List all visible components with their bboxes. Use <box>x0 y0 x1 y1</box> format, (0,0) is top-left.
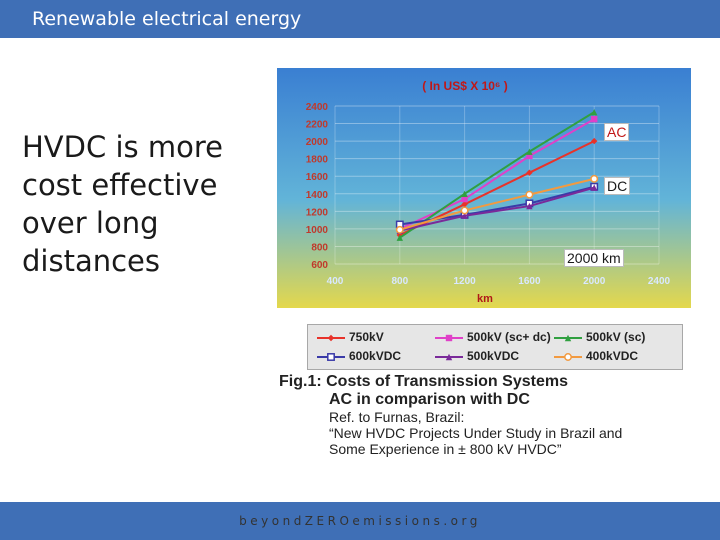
x-tick-label: 400 <box>327 276 344 287</box>
y-tick-label: 1400 <box>306 190 329 201</box>
legend-label: 500kV (sc) <box>586 330 646 344</box>
ac-annotation: AC <box>604 123 630 141</box>
legend-swatch <box>554 352 582 361</box>
title-bar: Renewable electrical energy <box>0 0 720 38</box>
data-point <box>591 108 598 116</box>
dc-annotation: DC <box>604 177 631 195</box>
x-tick-label: 2000 <box>583 276 606 287</box>
data-point <box>525 190 534 199</box>
data-point <box>445 353 453 361</box>
x-tick-label: 1600 <box>518 276 541 287</box>
chart-title: ( In US$ X 10⁶ ) <box>422 79 508 93</box>
data-point <box>461 201 468 208</box>
data-point <box>526 202 533 210</box>
series-line <box>399 186 595 232</box>
slide-title: Renewable electrical energy <box>32 8 302 30</box>
data-point <box>590 174 599 183</box>
legend-item: 500kV (sc+ dc) <box>434 330 551 344</box>
legend-swatch <box>554 334 582 342</box>
series-line <box>399 111 595 239</box>
y-tick-label: 2200 <box>306 120 329 131</box>
footer-text: beyondZEROemissions.org <box>239 514 481 528</box>
data-point <box>526 152 533 160</box>
chart-legend: 750kV 500kV (sc+ dc) 500kV (sc) 600kVDC 500k… <box>307 324 683 370</box>
legend-item: 600kVDC <box>316 349 401 363</box>
series-line <box>399 177 595 231</box>
y-tick-label: 1800 <box>306 155 329 166</box>
data-point <box>564 334 572 342</box>
y-tick-label: 1200 <box>306 207 329 218</box>
legend-swatch <box>317 352 345 361</box>
y-tick-label: 800 <box>311 242 328 253</box>
data-point <box>327 352 335 361</box>
caption-quote: “New HVDC Projects Under Study in Brazil… <box>329 425 623 441</box>
legend-item: 500kVDC <box>434 349 519 363</box>
legend-label: 500kVDC <box>467 349 520 363</box>
body-line: distances <box>22 244 160 278</box>
body-line: over long <box>22 206 159 240</box>
series-line <box>399 118 595 230</box>
data-point <box>445 334 453 342</box>
data-point <box>564 352 572 361</box>
legend-label: 750kV <box>349 330 384 344</box>
legend-swatch <box>317 334 345 342</box>
data-point <box>395 225 404 234</box>
footer-bar: beyondZEROemissions.org <box>0 502 720 540</box>
y-tick-label: 2000 <box>306 137 329 148</box>
x-tick-label: 1200 <box>453 276 476 287</box>
figure-caption: Fig.1: Costs of Transmission Systems AC … <box>279 373 679 457</box>
data-point <box>526 148 533 155</box>
legend-label: 400kVDC <box>586 349 639 363</box>
y-tick-label: 600 <box>311 260 328 271</box>
x-tick-label: 800 <box>391 276 408 287</box>
data-point <box>327 334 335 342</box>
data-point <box>591 115 598 123</box>
y-tick-label: 2400 <box>306 102 329 113</box>
legend-item: 500kV (sc) <box>553 330 645 344</box>
data-point <box>461 195 468 203</box>
legend-item: 400kVDC <box>553 349 638 363</box>
caption-quote: Some Experience in ± 800 kV HVDC” <box>329 441 562 457</box>
y-tick-label: 1600 <box>306 172 329 183</box>
data-point <box>460 206 469 215</box>
legend-item: 750kV <box>316 330 384 344</box>
cost-chart: 600 800 1000 1200 1400 1600 1800 2000 2200 2400 4… <box>277 68 691 308</box>
x-axis-label: km <box>477 293 493 305</box>
legend-label: 600kVDC <box>349 349 402 363</box>
data-point <box>461 212 468 219</box>
caption-ref: Ref. to Furnas, Brazil: <box>329 409 465 425</box>
distance-annotation: 2000 km <box>564 249 624 267</box>
body-line: cost effective <box>22 168 218 202</box>
data-point <box>591 184 598 191</box>
caption-main: Fig.1: Costs of Transmission Systems <box>279 373 568 390</box>
legend-swatch <box>435 353 463 361</box>
body-text: HVDC is more cost effective over long di… <box>22 128 262 280</box>
legend-swatch <box>435 334 463 342</box>
x-tick-label: 2400 <box>648 276 671 287</box>
data-point <box>461 190 468 197</box>
caption-sub: AC in comparison with DC <box>329 391 530 408</box>
legend-label: 500kV (sc+ dc) <box>467 330 551 344</box>
data-point <box>396 234 403 241</box>
body-line: HVDC is more <box>22 130 223 164</box>
y-tick-label: 1000 <box>306 225 329 236</box>
